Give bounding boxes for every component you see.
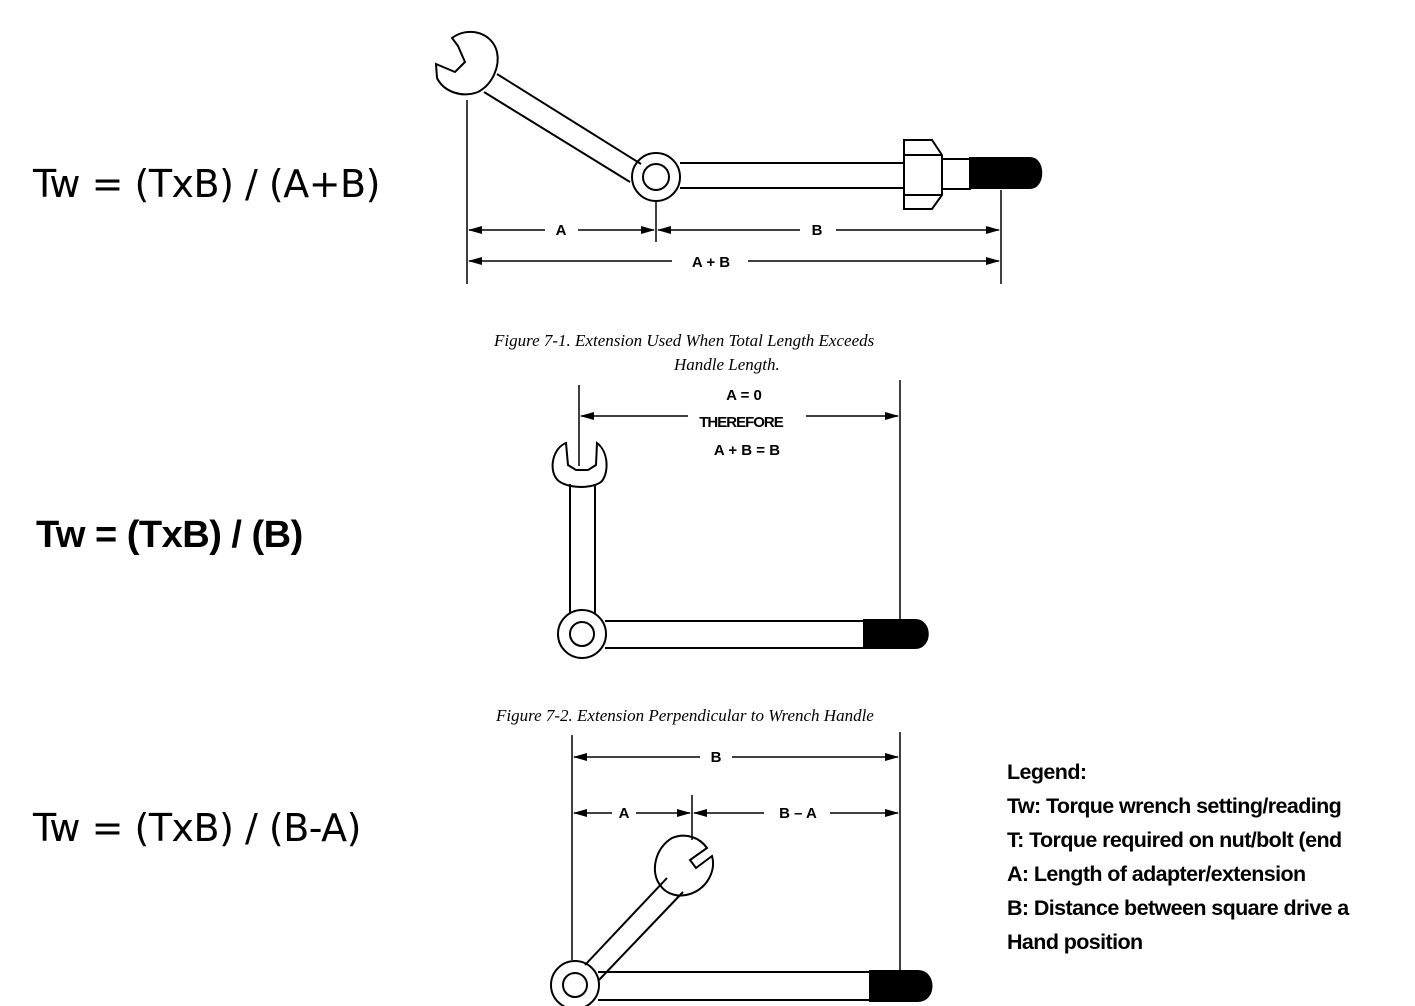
wrench-handle-icon [584, 834, 714, 982]
fig2-note-therefore: THEREFORE [699, 414, 784, 431]
legend: Legend: Tw: Torque wrench setting/readin… [1007, 755, 1415, 959]
legend-item-a: A: Length of adapter/extension [1007, 862, 1306, 886]
legend-title: Legend: [1007, 760, 1087, 784]
formula-b-minus-a: Tw = (TxB) / (B-A) [33, 806, 361, 850]
legend-item-t: T: Torque required on nut/bolt (end [1007, 828, 1342, 852]
figure-1-extension-inline [434, 30, 1043, 284]
formula-b: Tw = (TxB) / (B) [36, 514, 303, 556]
fig3-label-a: A [619, 805, 630, 822]
fig1-label-sum: A + B [692, 254, 730, 271]
legend-item-b: B: Distance between square drive a [1007, 896, 1349, 920]
figure-2-extension-perpendicular [551, 380, 929, 659]
figure-3-extension-angled-back [550, 732, 933, 1006]
fig3-label-diff: B – A [779, 805, 817, 822]
fig2-note-sum: A + B = B [714, 442, 780, 459]
formula-a-plus-b: Tw = (TxB) / (A+B) [33, 162, 380, 206]
wrench-handle-icon [434, 30, 642, 183]
wrench-handle-icon [551, 441, 608, 614]
fig1-label-a: A [556, 222, 567, 239]
figure-1-caption-line-1: Figure 7-1. Extension Used When Total Le… [494, 331, 875, 350]
fig2-note-a-zero: A = 0 [726, 387, 762, 404]
legend-item-hand-position: Hand position [1007, 930, 1143, 954]
figure-1-caption-line-2: Handle Length. [674, 355, 780, 374]
fig3-label-b: B [711, 749, 722, 766]
fig1-label-b: B [812, 222, 823, 239]
figure-2-caption: Figure 7-2. Extension Perpendicular to W… [496, 706, 874, 725]
legend-item-tw: Tw: Torque wrench setting/reading [1007, 794, 1342, 818]
